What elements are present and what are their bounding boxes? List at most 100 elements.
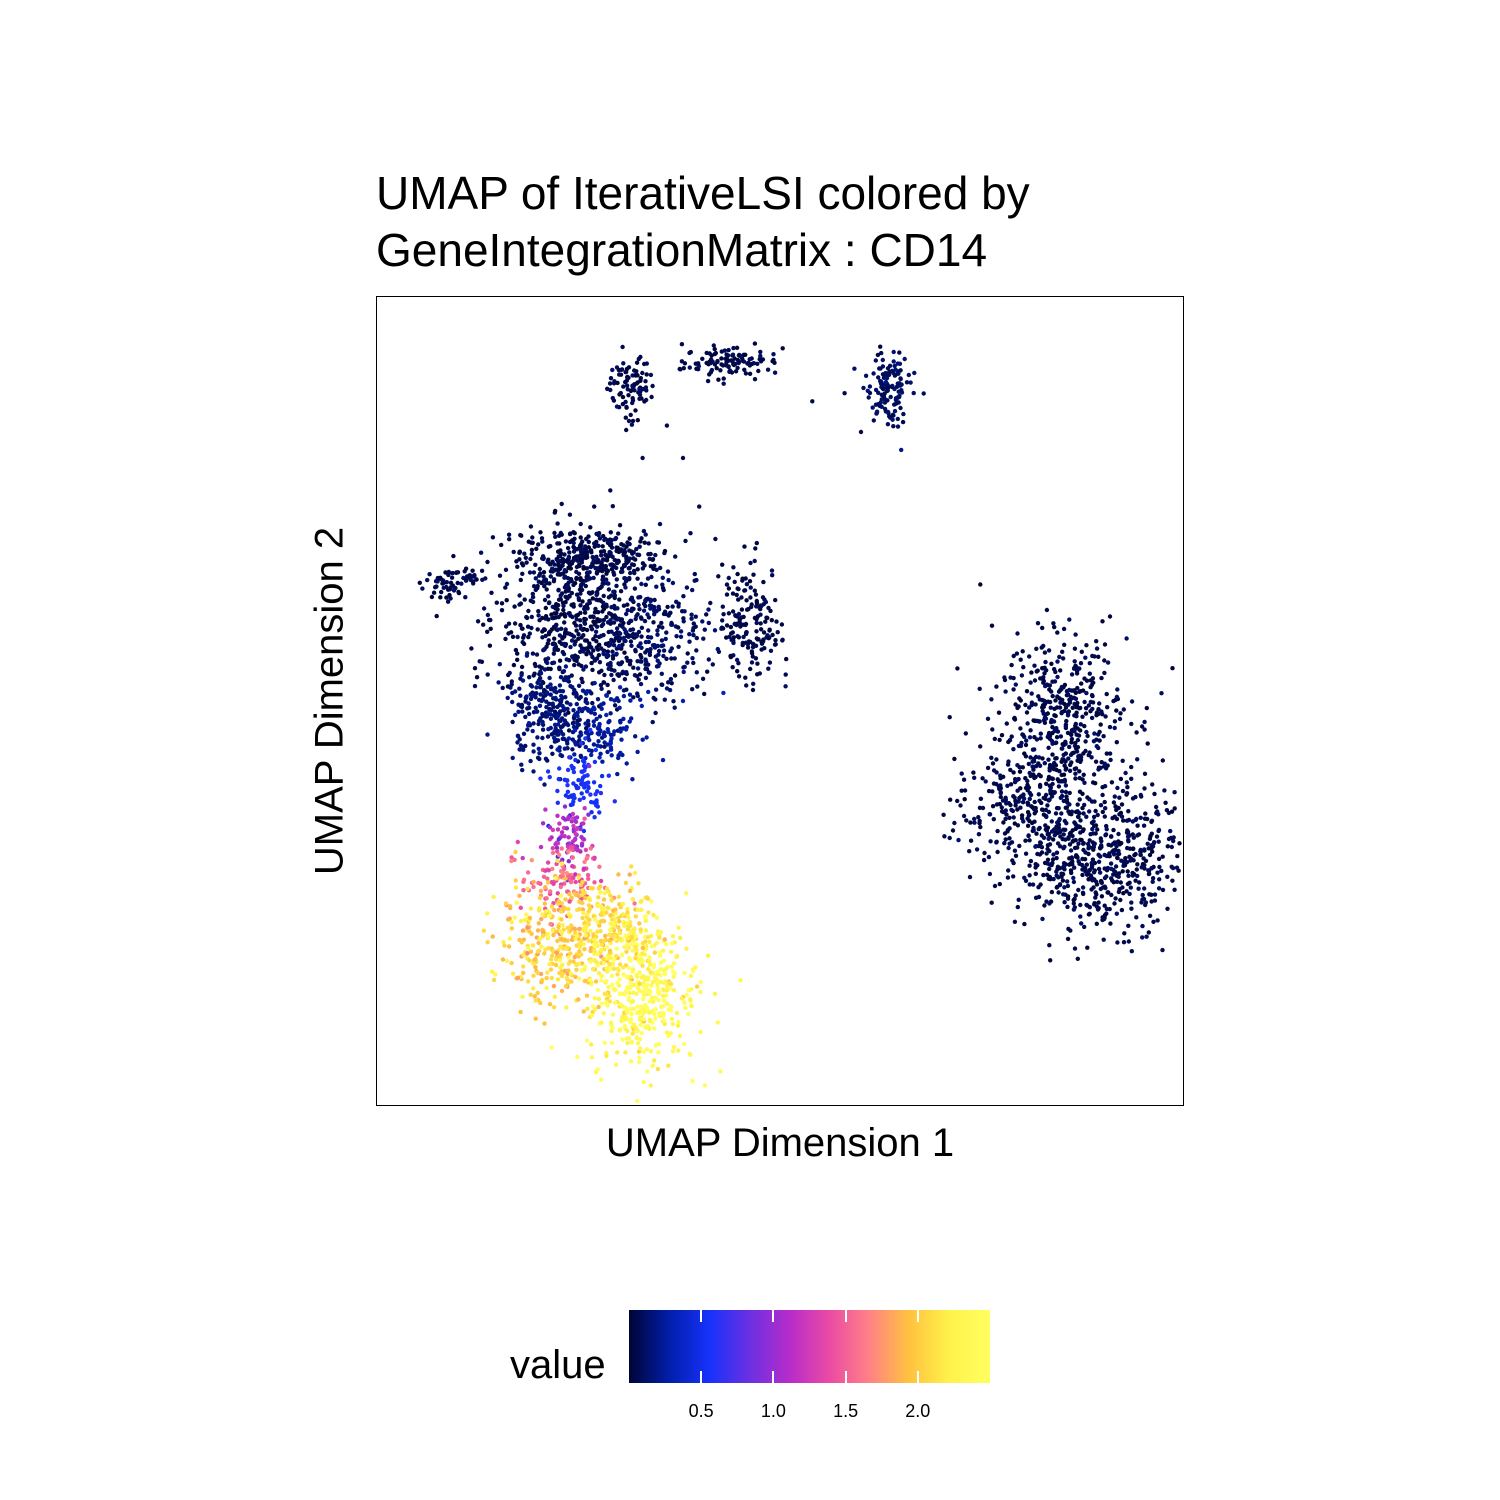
- data-point: [585, 912, 590, 917]
- data-point: [595, 731, 600, 736]
- data-point: [971, 770, 976, 775]
- data-point: [1112, 719, 1118, 724]
- data-point: [631, 665, 636, 670]
- data-point: [1041, 812, 1047, 817]
- data-point: [639, 899, 644, 904]
- data-point: [546, 711, 551, 716]
- data-point: [623, 727, 629, 732]
- data-point: [992, 736, 997, 742]
- data-point: [647, 955, 652, 960]
- data-point: [961, 777, 967, 782]
- data-point: [688, 531, 693, 536]
- data-point: [751, 642, 756, 647]
- data-point: [628, 980, 633, 985]
- data-point: [1035, 621, 1041, 626]
- data-point: [744, 683, 749, 688]
- data-point: [758, 353, 763, 359]
- data-point: [1148, 833, 1153, 839]
- data-point: [1097, 738, 1102, 743]
- data-point: [503, 624, 509, 629]
- data-point: [892, 408, 898, 414]
- data-point: [519, 533, 524, 538]
- data-point: [608, 376, 614, 381]
- data-point: [576, 976, 582, 981]
- data-point: [615, 980, 620, 986]
- data-point: [720, 626, 726, 631]
- data-point: [595, 963, 600, 968]
- data-point: [858, 429, 864, 435]
- data-point: [733, 369, 739, 374]
- data-point: [641, 608, 647, 613]
- data-point: [1064, 797, 1070, 802]
- data-point: [726, 364, 731, 369]
- data-point: [664, 630, 669, 635]
- data-point: [997, 801, 1002, 807]
- data-point: [573, 742, 578, 747]
- data-point: [706, 657, 711, 662]
- data-point: [719, 356, 724, 361]
- data-point: [981, 857, 987, 863]
- data-point: [608, 921, 613, 926]
- data-point: [592, 504, 597, 509]
- x-axis-label: UMAP Dimension 1: [605, 1121, 955, 1165]
- data-point: [715, 358, 720, 364]
- data-point: [530, 986, 536, 991]
- data-point: [551, 704, 556, 710]
- data-point: [631, 695, 636, 700]
- data-point: [624, 761, 629, 766]
- data-point: [609, 1040, 615, 1046]
- data-point: [967, 849, 972, 854]
- data-point: [1042, 903, 1047, 908]
- data-point: [553, 615, 559, 620]
- data-point: [667, 611, 673, 616]
- data-point: [564, 700, 570, 705]
- data-point: [568, 971, 573, 976]
- data-point: [626, 1036, 632, 1041]
- data-point: [488, 626, 493, 631]
- data-point: [549, 732, 554, 737]
- data-point: [1009, 840, 1015, 845]
- data-point: [555, 953, 560, 959]
- data-point: [892, 402, 897, 407]
- data-point: [751, 681, 756, 686]
- data-point: [1048, 720, 1054, 725]
- data-point: [524, 560, 529, 565]
- data-point: [1101, 734, 1106, 739]
- data-point: [895, 371, 900, 376]
- data-point: [609, 1028, 614, 1034]
- data-point: [511, 662, 517, 668]
- data-point: [439, 589, 444, 595]
- data-point: [547, 825, 553, 830]
- data-point: [1153, 804, 1159, 810]
- data-point: [566, 580, 571, 586]
- data-point: [589, 810, 594, 815]
- data-point: [1050, 752, 1055, 757]
- data-point: [559, 626, 564, 631]
- data-point: [445, 599, 451, 604]
- data-point: [525, 727, 530, 732]
- data-point: [582, 610, 588, 615]
- data-point: [602, 991, 607, 996]
- data-point: [617, 523, 623, 528]
- data-point: [702, 691, 707, 697]
- data-point: [562, 620, 567, 625]
- data-point: [1042, 761, 1047, 766]
- data-point: [1057, 654, 1062, 660]
- data-point: [663, 971, 668, 977]
- data-point: [622, 923, 627, 928]
- data-point: [533, 705, 538, 710]
- data-point: [611, 589, 616, 594]
- data-point: [547, 675, 552, 681]
- data-point: [533, 998, 538, 1003]
- data-point: [677, 366, 682, 372]
- data-point: [568, 802, 574, 808]
- y-axis-label: UMAP Dimension 2: [307, 526, 352, 876]
- data-point: [531, 721, 536, 726]
- data-point: [628, 627, 633, 633]
- data-point: [592, 657, 597, 662]
- data-point: [972, 820, 977, 825]
- data-point: [1061, 656, 1066, 661]
- data-point: [671, 1044, 677, 1050]
- data-point: [506, 621, 512, 626]
- data-point: [579, 968, 584, 973]
